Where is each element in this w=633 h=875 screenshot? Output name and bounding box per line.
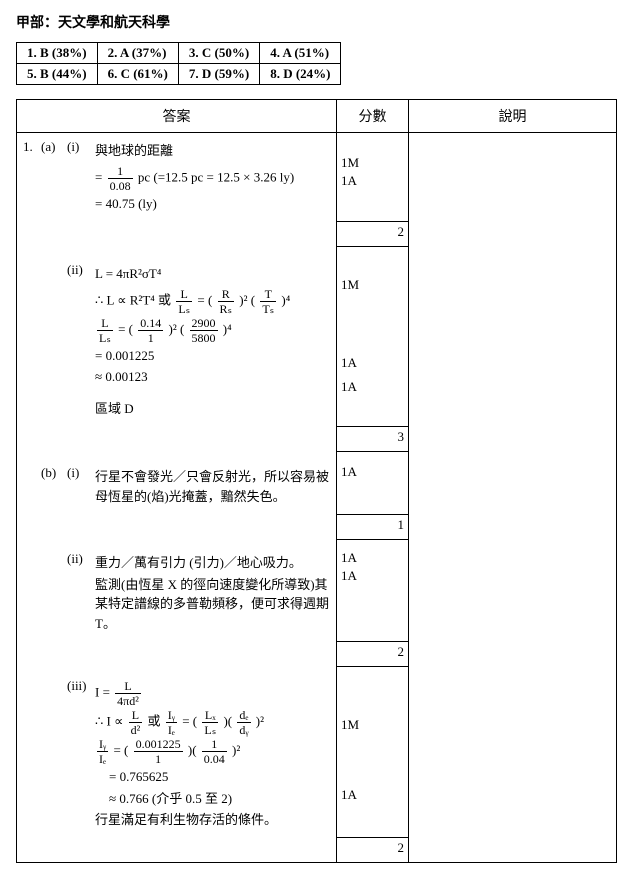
answer-row: (ii) 重力／萬有引力 (引力)／地心吸力。 監測(由恆星 X 的徑向速度變化… [17,539,617,641]
part-label: (b) [41,465,67,508]
subtotal: 2 [383,838,409,863]
subtotal: 1 [383,514,409,539]
mark-code: 1M [341,717,379,735]
subtotal: 3 [383,426,409,451]
mark-code: 1M [341,155,379,173]
mark-code: 1A [341,568,379,586]
mark-code: 1M [341,277,379,295]
mc-cell: 6. C (61%) [97,64,178,85]
section-heading: 甲部：天文學和航天科學 [16,12,617,32]
answer-text: 區域 D [23,399,330,419]
answer-row: 1. (a) (i) 與地球的距離 = 10.08 pc (=12.5 pc =… [17,133,617,222]
mark-code: 1A [341,355,379,373]
col-header-marks: 分數 [337,100,409,133]
mc-cell: 8. D (24%) [260,64,341,85]
answer-text: 與地球的距離 [95,141,330,161]
subtotal-row: 2 [17,838,617,863]
mc-cell: 2. A (37%) [97,43,178,64]
answer-text: IᵧIₑ = ( 0.0012251 )( 10.04 )² [95,738,330,765]
mc-answer-table: 1. B (38%) 2. A (37%) 3. C (50%) 4. A (5… [16,42,341,85]
mark-code: 1A [341,550,379,568]
mark-code: 1A [341,464,379,482]
answer-row: (iii) I = L4πd² ∴ I ∝ Ld² 或 IᵧIₑ = ( LₓL… [17,666,617,838]
subpart-label: (i) [67,139,95,163]
answer-text: = 0.001225 [23,346,330,366]
subpart-label: (ii) [67,262,95,286]
question-number: 1. [23,139,41,163]
subpart-label: (ii) [67,551,95,635]
answer-row: (b) (i) 行星不會發光／只會反射光，所以容易被母恆星的(焰)光掩蓋，黯然失… [17,451,617,514]
col-header-notes: 說明 [409,100,617,133]
answer-row: (ii) L = 4πR²σT⁴ ∴ L ∝ R²T⁴ 或 LLₛ = ( RR… [17,246,617,426]
subtotal-row: 2 [17,221,617,246]
subtotal-row: 1 [17,514,617,539]
answer-text: 重力／萬有引力 (引力)／地心吸力。 [95,553,330,573]
subpart-label: (i) [67,465,95,508]
mc-cell: 5. B (44%) [17,64,98,85]
subtotal-row: 3 [17,426,617,451]
answer-text: ∴ L ∝ R²T⁴ 或 LLₛ = ( RRₛ )² ( TTₛ )⁴ [23,288,330,315]
answer-text: I = L4πd² [95,680,330,707]
mc-cell: 1. B (38%) [17,43,98,64]
mark-code: 1A [341,173,379,191]
mc-cell: 3. C (50%) [178,43,259,64]
mc-cell: 7. D (59%) [178,64,259,85]
answer-text: = 40.75 (ly) [23,194,330,214]
mc-cell: 4. A (51%) [260,43,341,64]
answer-text: ≈ 0.766 (介乎 0.5 至 2) [95,789,330,809]
subtotal-row: 2 [17,641,617,666]
answer-text: = 0.765625 [95,767,330,787]
table-row: 5. B (44%) 6. C (61%) 7. D (59%) 8. D (2… [17,64,341,85]
answer-text: 行星滿足有利生物存活的條件。 [95,810,330,830]
notes-cell [409,133,617,222]
answer-text: LLₛ = ( 0.141 )² ( 29005800 )⁴ [23,317,330,344]
col-header-answer: 答案 [17,100,337,133]
subtotal: 2 [383,221,409,246]
answer-text: ∴ I ∝ Ld² 或 IᵧIₑ = ( LₓLₛ )( dₑdᵧ )² [95,709,330,736]
subtotal: 2 [383,641,409,666]
answer-text: ≈ 0.00123 [23,367,330,387]
answer-text: 監測(由恆星 X 的徑向速度變化所導致)其某特定譜線的多普勒頻移，便可求得週期 … [95,575,330,634]
marking-scheme-table: 答案 分數 說明 1. (a) (i) 與地球的距離 = 10.08 pc (=… [16,99,617,863]
part-label: (a) [41,139,67,163]
answer-text: L = 4πR²σT⁴ [95,264,330,284]
answer-text: = 10.08 pc (=12.5 pc = 12.5 × 3.26 ly) [23,165,330,192]
mark-code: 1A [341,379,379,397]
header-row: 答案 分數 說明 [17,100,617,133]
answer-text: 行星不會發光／只會反射光，所以容易被母恆星的(焰)光掩蓋，黯然失色。 [95,467,330,506]
table-row: 1. B (38%) 2. A (37%) 3. C (50%) 4. A (5… [17,43,341,64]
mark-code: 1A [341,787,379,805]
subpart-label: (iii) [67,678,95,832]
